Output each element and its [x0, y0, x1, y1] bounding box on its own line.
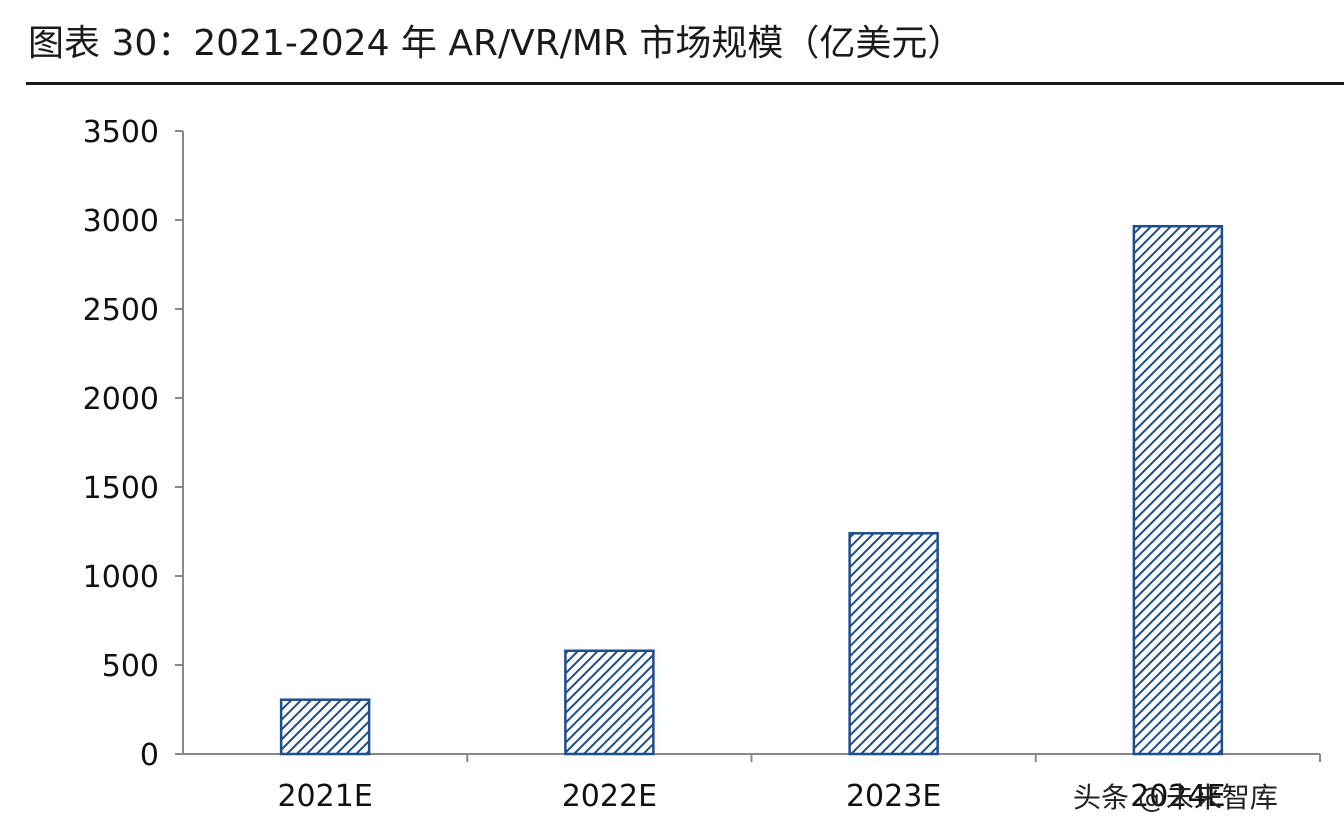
y-tick-label: 1000	[83, 560, 159, 595]
bar-2023E	[848, 532, 939, 756]
bars	[279, 224, 1224, 756]
x-tick-label: 2021E	[277, 779, 372, 814]
watermark: 头条 @未来智库	[1073, 781, 1278, 814]
x-tick-label: 2022E	[562, 779, 657, 814]
y-axis: 0 500 1000 1500 2000 2500 3000 3500	[83, 115, 184, 773]
y-tick-label: 1500	[83, 471, 159, 506]
y-tick-label: 2500	[83, 293, 159, 328]
bar-2024E	[1132, 224, 1224, 756]
x-tick-label: 2023E	[846, 779, 941, 814]
figure-title: 图表 30：2021-2024 年 AR/VR/MR 市场规模（亿美元）	[28, 23, 964, 64]
title-underline	[26, 82, 1344, 85]
bar-2022E	[564, 649, 655, 756]
y-tick-label: 3000	[83, 204, 159, 239]
bar-2021E	[279, 698, 371, 756]
x-axis: 2021E 2022E 2023E 2024E	[183, 753, 1321, 814]
y-tick-label: 500	[102, 649, 159, 684]
y-tick-label: 3500	[83, 115, 159, 150]
y-tick-label: 0	[140, 738, 159, 773]
x-tick-label: 2024E	[1130, 779, 1225, 814]
y-tick-label: 2000	[83, 382, 159, 417]
